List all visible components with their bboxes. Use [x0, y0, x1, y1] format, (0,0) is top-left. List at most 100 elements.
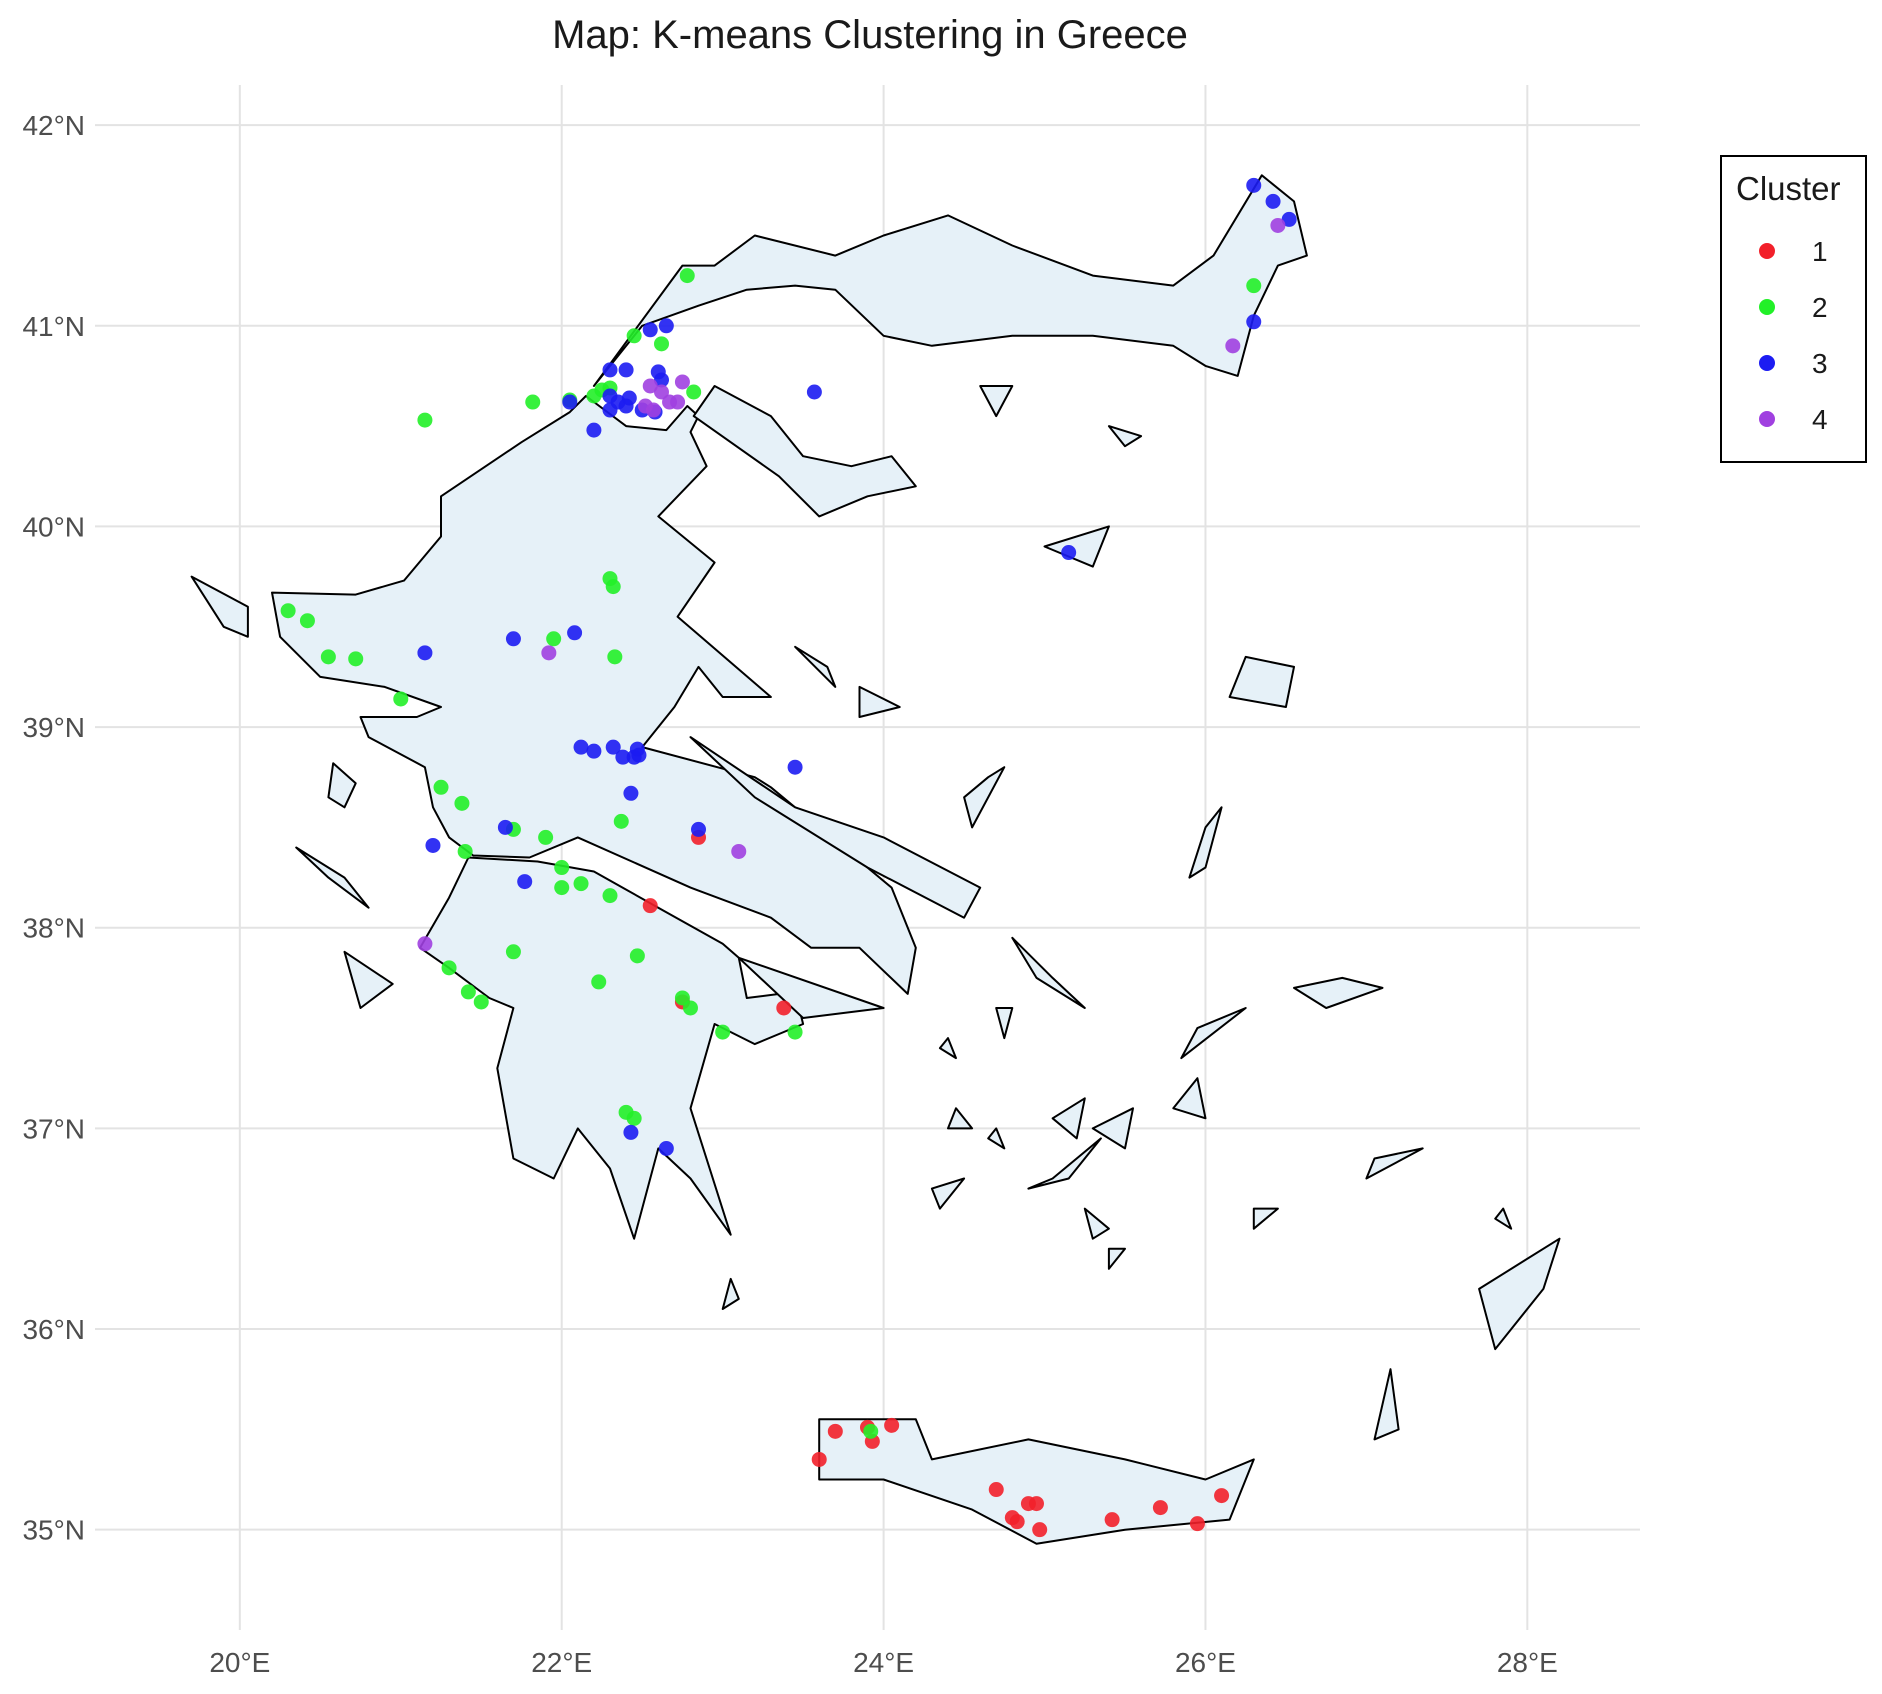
legend-swatch-3 — [1759, 355, 1775, 371]
graticule-grid — [95, 85, 1640, 1630]
cluster-points — [280, 177, 1297, 1538]
cluster-2-point — [554, 860, 570, 876]
cluster-2-point — [299, 613, 315, 629]
cluster-2-point — [686, 384, 702, 400]
legend-swatch-4 — [1759, 411, 1775, 427]
cluster-2-point — [654, 336, 669, 352]
cluster-2-point — [607, 649, 623, 665]
y-tick-label: 38°N — [22, 913, 85, 944]
cluster-1-point — [811, 1451, 827, 1467]
cluster-2-point — [280, 603, 296, 619]
cluster-2-point — [441, 960, 457, 976]
landmass-22 — [979, 385, 1014, 418]
cluster-3-point — [1281, 211, 1297, 227]
cluster-2-point — [591, 974, 607, 990]
landmass-26 — [1027, 1137, 1102, 1190]
cluster-1-point — [1032, 1522, 1048, 1538]
cluster-2-point — [682, 1000, 698, 1016]
landmass-3 — [689, 736, 982, 919]
landmass-10 — [721, 1277, 740, 1310]
cluster-2-point — [417, 412, 433, 428]
cluster-4-point — [645, 402, 661, 418]
landmass-32 — [947, 1107, 974, 1130]
cluster-2-point — [602, 888, 618, 904]
cluster-2-point — [320, 649, 336, 665]
cluster-3-point — [517, 874, 533, 890]
y-tick-label: 41°N — [22, 311, 85, 342]
cluster-2-point — [626, 328, 642, 344]
landmass-19 — [1180, 1007, 1247, 1060]
landmass-37 — [1494, 1207, 1513, 1230]
landmass-23 — [1107, 425, 1143, 448]
cluster-2-point — [505, 944, 521, 960]
y-tick-label: 36°N — [22, 1314, 85, 1345]
cluster-1-point — [988, 1482, 1004, 1498]
cluster-2-point — [605, 579, 621, 595]
landmass-29 — [995, 1007, 1014, 1040]
landmass-16 — [1011, 936, 1086, 1009]
cluster-2-point — [454, 795, 470, 811]
y-tick-label: 42°N — [22, 110, 85, 141]
landmass-24 — [1043, 525, 1110, 568]
cluster-4-point — [1270, 217, 1286, 233]
cluster-3-point — [425, 837, 441, 853]
cluster-4-point — [417, 936, 433, 952]
cluster-4-point — [1225, 338, 1241, 354]
cluster-2-point — [787, 1024, 803, 1040]
cluster-2-point — [546, 631, 562, 647]
landmass-7 — [327, 762, 357, 809]
cluster-2-point — [554, 880, 570, 896]
landmass-4 — [592, 174, 1308, 387]
cluster-3-point — [505, 631, 521, 647]
cluster-3-point — [567, 625, 583, 641]
legend-box — [1720, 155, 1867, 463]
cluster-3-point — [658, 318, 674, 334]
cluster-2-point — [613, 813, 629, 829]
landmass-18 — [1293, 976, 1384, 1009]
legend-label-1: 1 — [1812, 236, 1828, 267]
cluster-4-point — [654, 384, 669, 400]
cluster-3-point — [586, 743, 602, 759]
landmass-36 — [1252, 1207, 1279, 1230]
cluster-2-point — [626, 1110, 642, 1126]
landmass-2 — [737, 956, 885, 1019]
cluster-1-point — [1028, 1496, 1044, 1512]
cluster-3-point — [642, 322, 658, 338]
cluster-1-point — [827, 1423, 843, 1439]
cluster-2-point — [393, 691, 409, 707]
cluster-1-point — [1104, 1512, 1120, 1528]
landmass-33 — [987, 1127, 1006, 1150]
cluster-4-point — [674, 374, 690, 390]
cluster-4-point — [541, 645, 557, 661]
cluster-2-point — [433, 779, 449, 795]
cluster-3-point — [615, 749, 631, 765]
cluster-3-point — [658, 1140, 674, 1156]
cluster-3-point — [623, 785, 639, 801]
landmass-38 — [1172, 1077, 1207, 1120]
cluster-4-point — [670, 394, 686, 410]
cluster-3-point — [605, 739, 621, 755]
landmass-11 — [818, 1418, 1255, 1545]
cluster-3-point — [1246, 314, 1262, 330]
axis-ticks: 20°E 22°E 24°E 26°E 28°E 42°N 41°N 40°N 39°N 38°N… — [22, 110, 1557, 1678]
cluster-2-point — [629, 948, 645, 964]
cluster-2-point — [348, 651, 364, 667]
cluster-3-point — [806, 384, 822, 400]
x-tick-label: 28°E — [1497, 1647, 1558, 1678]
cluster-2-point — [679, 268, 695, 284]
cluster-3-point — [573, 739, 589, 755]
cluster-3-point — [586, 422, 602, 438]
cluster-2-point — [457, 843, 473, 859]
landmass-34 — [1083, 1207, 1110, 1240]
legend-label-3: 3 — [1812, 348, 1828, 379]
cluster-1-point — [776, 1000, 792, 1016]
cluster-2-point — [473, 994, 489, 1010]
cluster-2-point — [1246, 278, 1262, 294]
landmass-13 — [1373, 1368, 1400, 1441]
landmass-5 — [692, 385, 917, 518]
x-tick-label: 26°E — [1175, 1647, 1236, 1678]
cluster-3-point — [497, 819, 513, 835]
cluster-2-point — [674, 990, 690, 1006]
landmass-1 — [419, 856, 805, 1240]
cluster-3-point — [631, 747, 647, 763]
